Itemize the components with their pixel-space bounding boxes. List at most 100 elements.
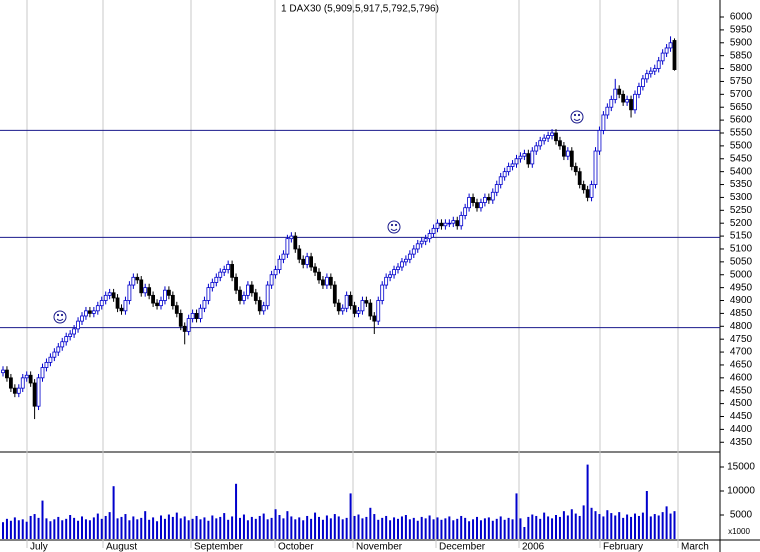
candle-body [269,274,274,286]
candle-body [633,93,637,111]
volume-bar [61,520,64,539]
volume-bar [17,520,20,539]
volume-bar [507,517,510,539]
smiley [53,110,584,324]
candle-body [447,222,452,225]
volume-bar [128,520,131,539]
volume-bar [5,518,8,539]
candle-body [198,307,203,319]
volume-bar [420,516,423,539]
volume-bar [598,514,601,539]
candle-body [186,318,191,332]
candle-body [435,222,440,229]
candle-body [384,276,389,286]
volume-bar [661,512,664,539]
candle-body [127,284,132,301]
volume-bar [645,491,648,539]
volume-bar [634,513,636,539]
volume-bar [25,521,28,539]
volume-tick-label: 10000 [727,486,755,497]
candle-body [554,132,558,142]
candle-body [451,220,456,224]
volume-bar [318,516,320,539]
volume-bar [543,512,546,539]
candle-body [593,150,598,185]
candle-body [281,253,286,260]
volume-bar [239,517,241,539]
candle-body [558,140,562,147]
volume-bar [294,519,297,539]
volume-bar [487,517,490,539]
candle-body [214,276,219,283]
candle-body [76,320,80,330]
volume-bar [582,505,585,539]
volume-bar [590,507,593,539]
volume-bar [653,514,656,539]
candle-body [16,387,21,394]
volume-bar [49,521,52,539]
volume-bar [432,519,435,539]
candle-body [613,88,618,100]
candle-body [48,356,53,363]
candle-body [20,377,25,389]
volume-bar [104,515,107,539]
volume-bar [618,512,621,539]
volume-bar [404,515,407,539]
y-tick-label: 5350 [730,179,753,190]
volume-bar [250,516,253,539]
candle-body [99,300,104,307]
candle-body [174,305,179,314]
volume-bar [503,519,506,539]
candle-body [91,310,96,314]
volume-bar [92,517,95,539]
volume-bar [622,517,625,539]
candle-body [119,307,124,312]
y-tick-label: 5950 [730,25,753,36]
volume-bar [45,518,48,539]
volume-bar [215,518,218,539]
volume-bar [278,515,281,539]
volume-bar [191,518,194,539]
candle-body [111,292,116,299]
volume-bar [195,515,198,539]
volume-bar [641,512,644,539]
candle-body [644,73,649,80]
volume-bar [207,520,210,539]
volume-bar [389,520,392,539]
volume-bar [626,514,629,539]
volume-bar [499,516,502,539]
candle-body [486,197,491,201]
volume-bar [286,511,289,539]
volume-bar [29,515,32,539]
candle-body [293,235,298,250]
candle-body [336,302,341,312]
volume-bar [539,518,542,539]
candle-body [56,346,61,353]
volume-bar [9,520,12,539]
y-tick-label: 5400 [730,166,753,177]
candle-body [498,176,503,185]
y-tick-label: 4700 [730,347,753,358]
y-tick-label: 4350 [730,437,753,448]
volume-tick-label: 15000 [727,462,755,473]
volume-bar [440,519,443,539]
volume-bar [2,522,4,539]
volume-bar [377,519,380,539]
volume-bar [88,520,91,539]
candle-body [605,106,610,116]
volume-bar [357,514,360,539]
volume-bar [306,515,309,539]
candle-body [522,153,527,157]
volume-bar [412,517,415,539]
candle-body [360,300,365,312]
volume-bar [369,507,372,539]
candle-body [332,284,337,304]
volume-bar [531,514,534,539]
volume-bar [574,513,577,539]
x-tick-label: February [603,542,643,552]
volume-bar [112,486,115,539]
candle-body [261,305,266,312]
volume-bar [53,519,56,539]
candle-body [664,47,669,54]
